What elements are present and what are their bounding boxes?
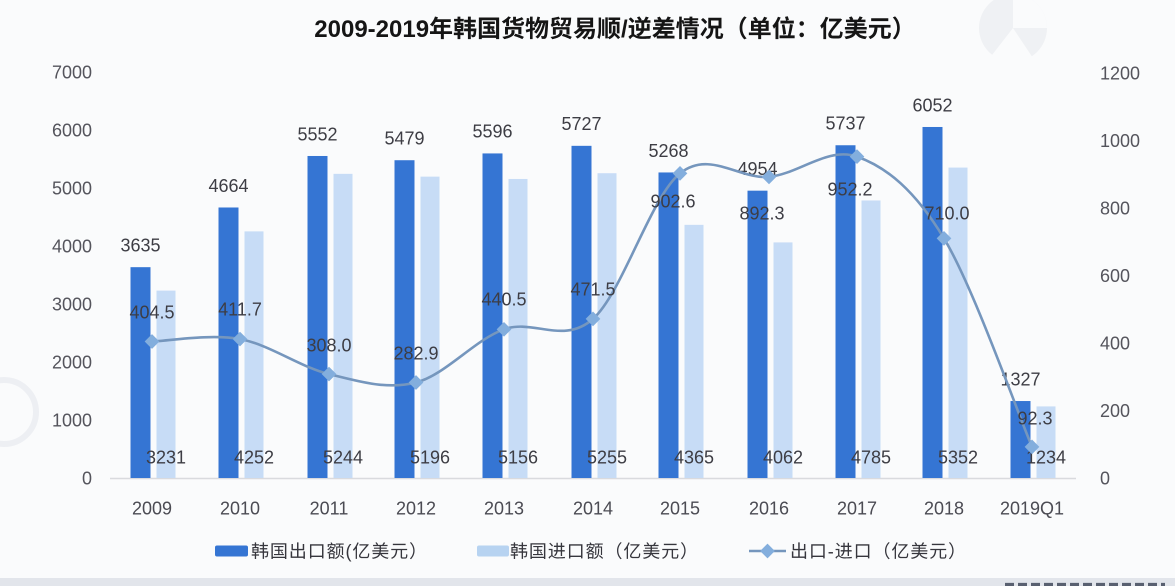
svg-text:2019Q1: 2019Q1	[1000, 498, 1064, 518]
svg-text:5352: 5352	[938, 447, 978, 467]
svg-text:1234: 1234	[1026, 447, 1066, 467]
svg-text:5479: 5479	[384, 129, 424, 149]
svg-text:5196: 5196	[410, 447, 450, 467]
svg-text:440.5: 440.5	[481, 289, 526, 309]
svg-text:1200: 1200	[1100, 63, 1140, 83]
svg-text:952.2: 952.2	[827, 179, 872, 199]
svg-text:-: -	[828, 542, 835, 562]
svg-text:5737: 5737	[825, 114, 865, 134]
svg-text:2016: 2016	[749, 498, 789, 518]
svg-text:92.3: 92.3	[1017, 408, 1052, 428]
svg-text:2017: 2017	[837, 498, 877, 518]
svg-text:200: 200	[1100, 401, 1130, 421]
svg-text:471.5: 471.5	[570, 279, 615, 299]
svg-text:2009: 2009	[132, 498, 172, 518]
svg-text:6000: 6000	[52, 120, 92, 140]
svg-text:5552: 5552	[297, 124, 337, 144]
svg-text:4664: 4664	[208, 176, 248, 196]
svg-text:(: (	[346, 542, 353, 562]
svg-text:2018: 2018	[924, 498, 964, 518]
svg-text:2011: 2011	[310, 498, 349, 518]
svg-text:902.6: 902.6	[650, 191, 695, 211]
svg-text:600: 600	[1100, 266, 1130, 286]
svg-text:4785: 4785	[851, 447, 891, 467]
svg-text:6052: 6052	[912, 95, 952, 115]
svg-text:2010: 2010	[220, 498, 260, 518]
svg-text:282.9: 282.9	[393, 343, 438, 363]
svg-text:308.0: 308.0	[306, 335, 351, 355]
svg-text:892.3: 892.3	[739, 203, 784, 223]
svg-text:7000: 7000	[52, 62, 92, 82]
svg-text:5000: 5000	[52, 178, 92, 198]
svg-text:/: /	[621, 16, 628, 43]
svg-text:800: 800	[1100, 198, 1130, 218]
svg-text:2013: 2013	[484, 498, 524, 518]
svg-text:2015: 2015	[660, 498, 700, 518]
svg-text:3231: 3231	[146, 447, 186, 467]
svg-text:5244: 5244	[323, 447, 363, 467]
svg-text:5596: 5596	[472, 122, 512, 142]
svg-text:3000: 3000	[52, 294, 92, 314]
svg-text:3635: 3635	[120, 235, 160, 255]
svg-text:4252: 4252	[234, 447, 274, 467]
svg-text:5727: 5727	[561, 114, 601, 134]
svg-text:1000: 1000	[1100, 131, 1140, 151]
svg-text:400: 400	[1100, 333, 1130, 353]
svg-text:4000: 4000	[52, 236, 92, 256]
svg-text:1327: 1327	[1000, 369, 1040, 389]
svg-text:404.5: 404.5	[129, 302, 174, 322]
svg-text:4062: 4062	[763, 447, 803, 467]
svg-text:2000: 2000	[52, 352, 92, 372]
svg-text:710.0: 710.0	[924, 203, 969, 223]
svg-text:4365: 4365	[674, 447, 714, 467]
svg-text:5268: 5268	[648, 141, 688, 161]
svg-text:5255: 5255	[587, 447, 627, 467]
svg-text:2009-2019: 2009-2019	[314, 16, 429, 43]
svg-text:5156: 5156	[498, 447, 538, 467]
svg-text:2012: 2012	[396, 498, 436, 518]
svg-text:1000: 1000	[52, 410, 92, 430]
svg-text:2014: 2014	[573, 498, 613, 518]
svg-text:0: 0	[82, 468, 92, 488]
svg-text:0: 0	[1100, 468, 1110, 488]
svg-text:411.7: 411.7	[218, 299, 262, 319]
